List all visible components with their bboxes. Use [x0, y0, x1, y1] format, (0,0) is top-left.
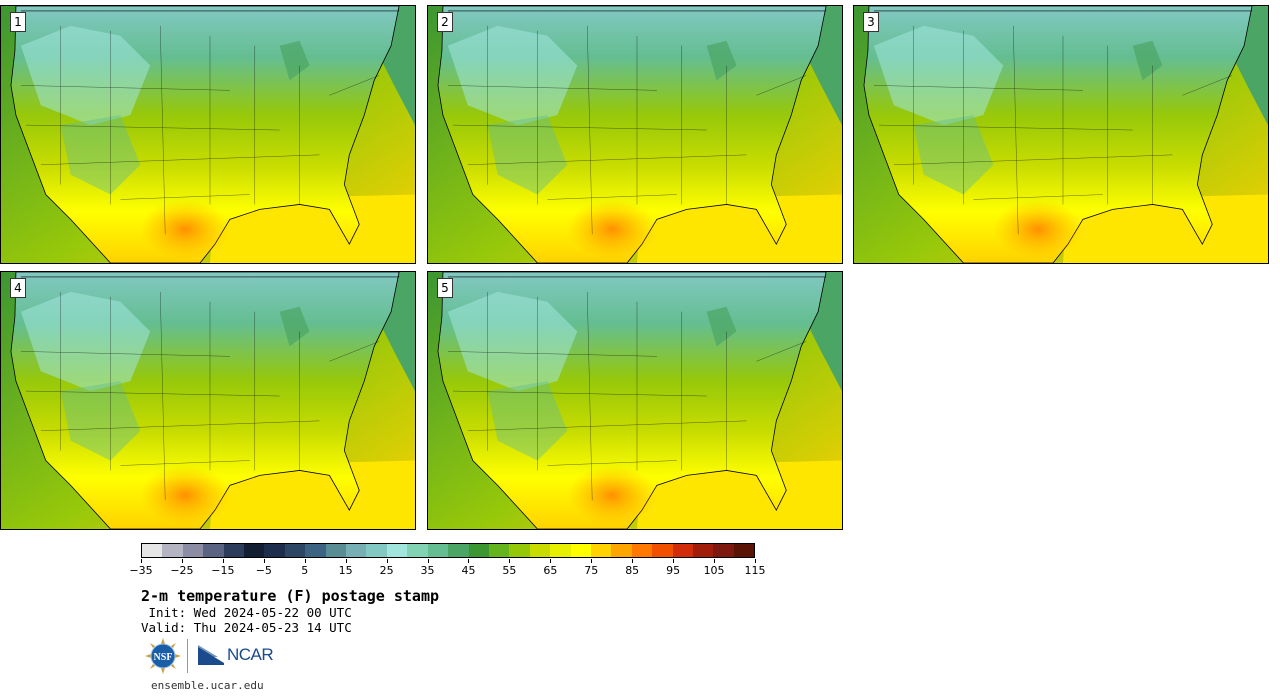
colorbar-tick	[714, 559, 716, 563]
colorbar-swatch	[652, 544, 673, 557]
colorbar-swatch	[611, 544, 632, 557]
colorbar-tick	[632, 559, 634, 563]
colorbar-swatch	[427, 544, 449, 557]
colorbar-tick	[386, 559, 388, 563]
site-url: ensemble.ucar.edu	[151, 679, 264, 692]
colorbar-tick	[181, 559, 183, 563]
colorbar-tick-label: 105	[703, 564, 725, 577]
colorbar-tick-label: −5	[255, 564, 272, 577]
colorbar-tick-label: 115	[744, 564, 766, 577]
member-number-label: 2	[437, 12, 453, 32]
colorbar-tick	[304, 559, 306, 563]
colorbar-swatch	[733, 544, 755, 557]
colorbar-swatch	[529, 544, 551, 557]
colorbar-tick	[468, 559, 470, 563]
colorbar-tick	[673, 559, 675, 563]
colorbar-swatch	[550, 544, 571, 557]
colorbar-swatch	[692, 544, 714, 557]
colorbar-tick	[345, 559, 347, 563]
colorbar-tick-label: −15	[211, 564, 235, 577]
ncar-logo-text: NCAR	[227, 645, 274, 664]
ensemble-member-map: 3	[853, 5, 1269, 264]
colorbar-swatch	[264, 544, 285, 557]
colorbar-swatch	[448, 544, 469, 557]
member-number-label: 1	[10, 12, 26, 32]
colorbar-swatch	[162, 544, 183, 557]
colorbar-swatch	[386, 544, 408, 557]
ncar-logo: NCAR	[198, 644, 274, 666]
colorbar-tick-label: 5	[301, 564, 309, 577]
colorbar-swatch	[223, 544, 245, 557]
colorbar-tick	[263, 559, 265, 563]
colorbar-swatch	[366, 544, 387, 557]
svg-text:NSF: NSF	[154, 652, 173, 663]
colorbar-swatch	[203, 544, 224, 557]
colorbar-swatch	[488, 544, 510, 557]
colorbar-tick	[509, 559, 511, 563]
colorbar-tick-label: 45	[461, 564, 476, 577]
colorbar-swatch	[631, 544, 653, 557]
colorbar-swatch	[182, 544, 204, 557]
colorbar-tick-label: 15	[338, 564, 353, 577]
temperature-colorbar	[141, 543, 755, 558]
colorbar-tick-label: 95	[666, 564, 681, 577]
colorbar-ticks: −35 −25 −15 −5 5 15 25 35 45 55 65 75 85 95 105 115	[129, 559, 766, 579]
colorbar-tick	[222, 559, 224, 563]
init-time: Init: Wed 2024-05-22 00 UTC	[141, 605, 352, 620]
ensemble-member-map: 4	[0, 271, 416, 530]
plot-title: 2-m temperature (F) postage stamp	[141, 587, 440, 605]
logo-divider	[187, 639, 188, 673]
colorbar-swatch	[325, 544, 347, 557]
member-number-label: 4	[10, 278, 26, 298]
colorbar-tick-label: 65	[543, 564, 558, 577]
valid-time: Valid: Thu 2024-05-23 14 UTC	[141, 620, 352, 635]
colorbar-swatch	[672, 544, 693, 557]
colorbar-swatch	[305, 544, 326, 557]
colorbar-tick-label: −35	[129, 564, 153, 577]
nsf-logo-icon: NSF	[145, 638, 181, 674]
colorbar-swatch	[284, 544, 306, 557]
colorbar-tick	[550, 559, 552, 563]
ensemble-member-map: 1	[0, 5, 416, 264]
colorbar-swatch	[244, 544, 265, 557]
colorbar-swatch	[590, 544, 612, 557]
colorbar-tick	[591, 559, 593, 563]
colorbar-swatch	[509, 544, 530, 557]
colorbar-tick	[755, 559, 756, 563]
colorbar-tick-label: 75	[584, 564, 599, 577]
ensemble-member-map: 5	[427, 271, 843, 530]
colorbar-tick	[141, 559, 142, 563]
colorbar-tick-label: −25	[170, 564, 194, 577]
member-number-label: 5	[437, 278, 453, 298]
colorbar-tick-label: 85	[625, 564, 640, 577]
colorbar-swatch	[713, 544, 734, 557]
colorbar-swatch	[468, 544, 489, 557]
colorbar-tick	[427, 559, 429, 563]
colorbar-swatch	[570, 544, 591, 557]
colorbar-tick-label: 25	[379, 564, 394, 577]
ensemble-member-map: 2	[427, 5, 843, 264]
member-number-label: 3	[863, 12, 879, 32]
colorbar-tick-label: 55	[502, 564, 517, 577]
colorbar-swatch	[142, 544, 163, 557]
colorbar-tick-label: 35	[420, 564, 435, 577]
ncar-logo-icon	[198, 645, 224, 665]
colorbar-swatch	[346, 544, 367, 557]
colorbar-swatch	[407, 544, 428, 557]
